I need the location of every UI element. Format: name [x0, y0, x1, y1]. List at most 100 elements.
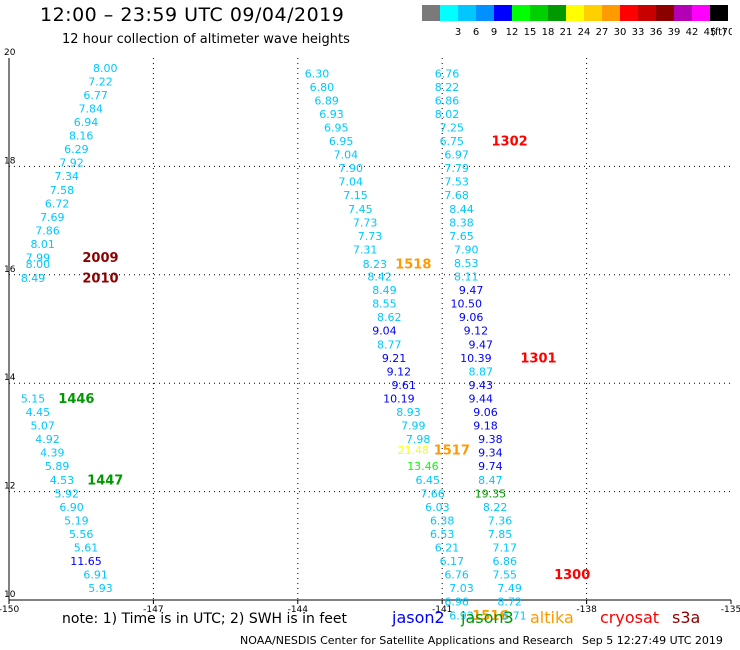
wave-height-label: 8.49 — [372, 284, 397, 297]
colorbar-tick-label: 39 — [668, 27, 681, 38]
wave-height-label: 8.87 — [468, 365, 493, 378]
colorbar-tick-label: 42 — [686, 27, 699, 38]
wave-height-label: 9.43 — [468, 379, 493, 392]
wave-height-label: 8.62 — [377, 311, 402, 324]
wave-height-label: 9.18 — [473, 420, 498, 433]
wave-height-label: 6.97 — [444, 149, 469, 162]
wave-height-label: 7.49 — [497, 582, 522, 595]
y-tick-label: 10 — [4, 590, 16, 600]
wave-height-label: 6.93 — [319, 108, 344, 121]
wave-height-label: 7.85 — [488, 528, 513, 541]
colorbar-tick-label: 18 — [542, 27, 555, 38]
pass-time-label: 1518 — [395, 258, 431, 273]
wave-height-label: 7.69 — [40, 211, 65, 224]
wave-height-label: 7.90 — [338, 162, 363, 175]
colorbar-swatch — [566, 5, 584, 21]
wave-height-label: 7.86 — [35, 224, 60, 237]
wave-height-label: 7.79 — [444, 162, 469, 175]
colorbar-tick-label: 3 — [455, 27, 461, 38]
wave-height-label: 6.45 — [416, 474, 441, 487]
wave-height-label: 8.00 — [26, 258, 51, 271]
wave-height-label: 7.53 — [444, 176, 469, 189]
y-tick-label: 18 — [4, 156, 16, 166]
mission-cryosat: cryosat — [600, 608, 660, 627]
colorbar-tick-label: 33 — [632, 27, 645, 38]
wave-height-label: 7.17 — [493, 542, 518, 555]
wave-height-label: 5.89 — [45, 460, 70, 473]
wave-height-chart: -150 -147 -144 -141 -138 -135 10 12 14 16 18 20 8.00… — [0, 48, 740, 620]
wave-height-label: 10.39 — [460, 352, 492, 365]
mission-altika: altika — [530, 608, 574, 627]
color-legend: 3 6 9 12 15 18 21 24 27 30 33 36 39 42 45 70(ft) — [422, 5, 732, 38]
wave-height-label: 4.39 — [40, 447, 65, 460]
wave-height-label: 8.72 — [497, 596, 522, 609]
colorbar-swatch — [710, 5, 728, 21]
colorbar-tick-label: 6 — [473, 27, 479, 38]
wave-height-label: 5.61 — [74, 542, 99, 555]
wave-height-label: 6.94 — [74, 116, 99, 129]
wave-height-label: 6.03 — [425, 501, 450, 514]
wave-height-label: 10.19 — [383, 392, 415, 405]
wave-height-label: 9.38 — [478, 433, 503, 446]
wave-height-label: 11.65 — [70, 555, 102, 568]
colorbar-swatch — [440, 5, 458, 21]
wave-height-label: 6.71 — [502, 609, 527, 620]
wave-height-label: 4.53 — [50, 474, 75, 487]
wave-height-label: 6.30 — [305, 67, 330, 80]
wave-height-label: 8.93 — [396, 406, 421, 419]
wave-height-label: 13.46 — [407, 460, 439, 473]
colorbar-swatch — [674, 5, 692, 21]
x-tick-label: -138 — [576, 605, 597, 615]
wave-height-label: 6.95 — [329, 135, 354, 148]
wave-height-label: 8.00 — [93, 62, 118, 75]
wave-height-label: 9.21 — [382, 352, 407, 365]
wave-height-label: 6.38 — [430, 514, 455, 527]
wave-height-label: 7.25 — [440, 121, 465, 134]
wave-height-label: 8.47 — [478, 474, 503, 487]
wave-height-label: 7.04 — [334, 149, 359, 162]
colorbar-unit: (ft) — [711, 27, 726, 38]
wave-height-label: 8.42 — [367, 271, 392, 284]
wave-height-label: 9.47 — [459, 284, 484, 297]
page-title: 12:00 – 23:59 UTC 09/04/2019 — [40, 4, 345, 26]
wave-height-label: 9.06 — [473, 406, 498, 419]
wave-height-label: 9.12 — [387, 365, 412, 378]
y-tick-label: 20 — [4, 48, 16, 58]
colorbar-tick-label: 30 — [614, 27, 627, 38]
pass-time-label: 1447 — [87, 473, 123, 488]
mission-jason3: jason3 — [461, 608, 514, 627]
wave-height-label: 7.68 — [444, 189, 469, 202]
wave-height-label: 6.76 — [444, 569, 469, 582]
wave-height-label: 7.66 — [420, 487, 445, 500]
pass-time-label: 1302 — [491, 135, 527, 150]
pass-time-label: 1516 — [472, 609, 508, 620]
wave-height-label: 6.95 — [324, 121, 349, 134]
wave-height-label: 9.44 — [468, 392, 493, 405]
wave-height-label: 8.16 — [69, 130, 94, 143]
wave-height-label: 8.23 — [363, 258, 388, 271]
wave-height-label: 7.84 — [79, 102, 104, 115]
wave-height-label: 6.96 — [444, 596, 469, 609]
wave-height-label: 4.45 — [26, 406, 51, 419]
pass-time-label: 1446 — [58, 392, 94, 407]
pass-time-label: 1301 — [520, 351, 556, 366]
wave-height-label: 8.11 — [454, 271, 479, 284]
wave-height-label: 9.47 — [468, 338, 493, 351]
colorbar-swatch — [476, 5, 494, 21]
wave-height-label: 9.04 — [372, 325, 397, 338]
colorbar-tick-label: 36 — [650, 27, 663, 38]
x-tick-label: -150 — [0, 605, 19, 615]
credit-line: NOAA/NESDIS Center for Satellite Applica… — [240, 634, 574, 647]
wave-height-label: 7.31 — [353, 243, 378, 256]
wave-height-label: 6.17 — [440, 555, 465, 568]
wave-height-label: 5.93 — [88, 582, 113, 595]
wave-height-label: 7.73 — [353, 216, 378, 229]
wave-height-label: 7.58 — [50, 184, 75, 197]
wave-height-label: 6.76 — [435, 67, 460, 80]
wave-height-label: 8.38 — [449, 216, 474, 229]
page-subtitle: 12 hour collection of altimeter wave hei… — [62, 32, 350, 47]
colorbar-tick-label: 27 — [596, 27, 609, 38]
pass-time-label: 1300 — [554, 568, 590, 583]
colorbar-swatch — [422, 5, 440, 21]
wave-height-label: 4.92 — [35, 433, 60, 446]
